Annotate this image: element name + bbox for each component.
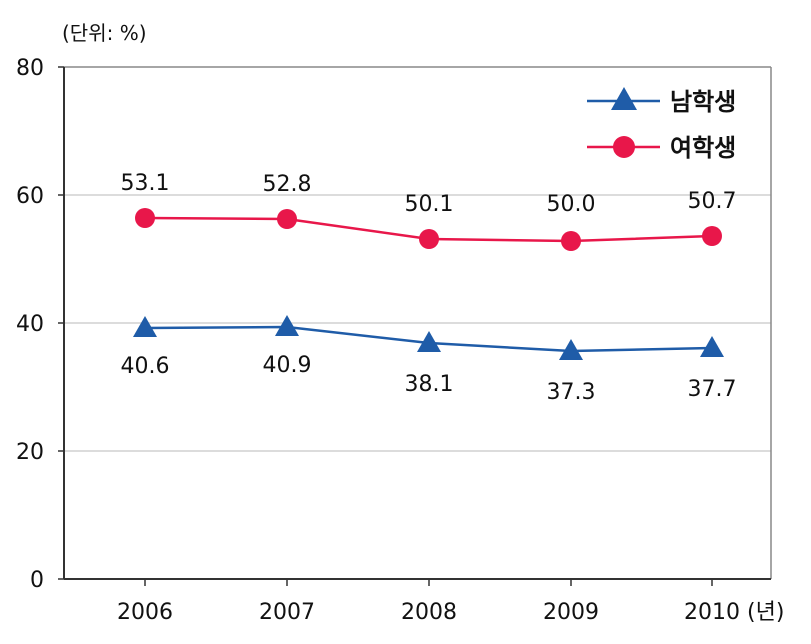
legend-circle-marker [613, 136, 635, 158]
x-tick-label: 2009 [543, 600, 599, 625]
data-point-triangle [133, 316, 157, 337]
x-tick-label: 2006 [117, 600, 173, 625]
legend-label: 남학생 [670, 88, 736, 116]
legend-label: 여학생 [670, 134, 736, 162]
unit-label: (단위: %) [62, 21, 147, 45]
series-female: 53.1 52.8 50.1 50.0 50.7 [121, 171, 737, 251]
y-tick-label: 20 [16, 440, 44, 465]
series-group: 40.6 40.9 38.1 37.3 37.7 53.1 52.8 50.1 50.0 50.7 [121, 171, 737, 405]
y-tick-label: 40 [16, 312, 44, 337]
data-label: 37.3 [547, 380, 596, 405]
data-point-triangle [700, 336, 724, 357]
y-axis-ticks: 0 20 40 60 80 [16, 56, 64, 593]
data-point-circle [702, 226, 722, 246]
data-point-triangle [559, 339, 583, 360]
data-label: 40.9 [263, 353, 312, 378]
legend-triangle-marker [611, 87, 637, 110]
data-point-circle [561, 231, 581, 251]
data-label: 37.7 [688, 377, 737, 402]
data-point-triangle [275, 315, 299, 336]
legend-item: 여학생 [587, 134, 736, 162]
data-label: 53.1 [121, 171, 170, 196]
x-tick-label: 2010 [684, 600, 740, 625]
x-axis-ticks: 2006 2007 2008 2009 2010 (년) [117, 579, 784, 625]
gridlines [64, 194, 771, 452]
y-tick-label: 0 [30, 568, 44, 593]
legend-item: 남학생 [587, 87, 736, 116]
y-tick-label: 60 [16, 184, 44, 209]
data-point-circle [277, 209, 297, 229]
series-male: 40.6 40.9 38.1 37.3 37.7 [121, 315, 737, 405]
data-point-circle [135, 208, 155, 228]
x-tick-label: 2008 [401, 600, 457, 625]
data-label: 40.6 [121, 354, 170, 379]
x-unit-label: (년) [747, 600, 784, 625]
data-label: 50.0 [547, 192, 596, 217]
data-point-circle [419, 229, 439, 249]
data-label: 38.1 [405, 372, 454, 397]
data-label: 50.1 [405, 192, 454, 217]
data-point-triangle [417, 331, 441, 352]
data-label: 52.8 [263, 172, 312, 197]
data-label: 50.7 [688, 189, 737, 214]
x-tick-label: 2007 [259, 600, 315, 625]
y-tick-label: 80 [16, 56, 44, 81]
